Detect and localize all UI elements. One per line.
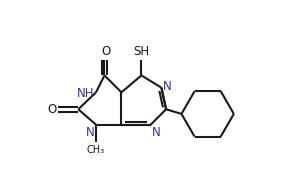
Text: O: O xyxy=(48,103,57,116)
Text: N: N xyxy=(151,126,160,139)
Text: SH: SH xyxy=(133,46,149,58)
Text: O: O xyxy=(101,46,111,58)
Text: N: N xyxy=(86,126,94,139)
Text: NH: NH xyxy=(77,87,94,100)
Text: CH₃: CH₃ xyxy=(87,145,105,155)
Text: N: N xyxy=(163,80,172,94)
